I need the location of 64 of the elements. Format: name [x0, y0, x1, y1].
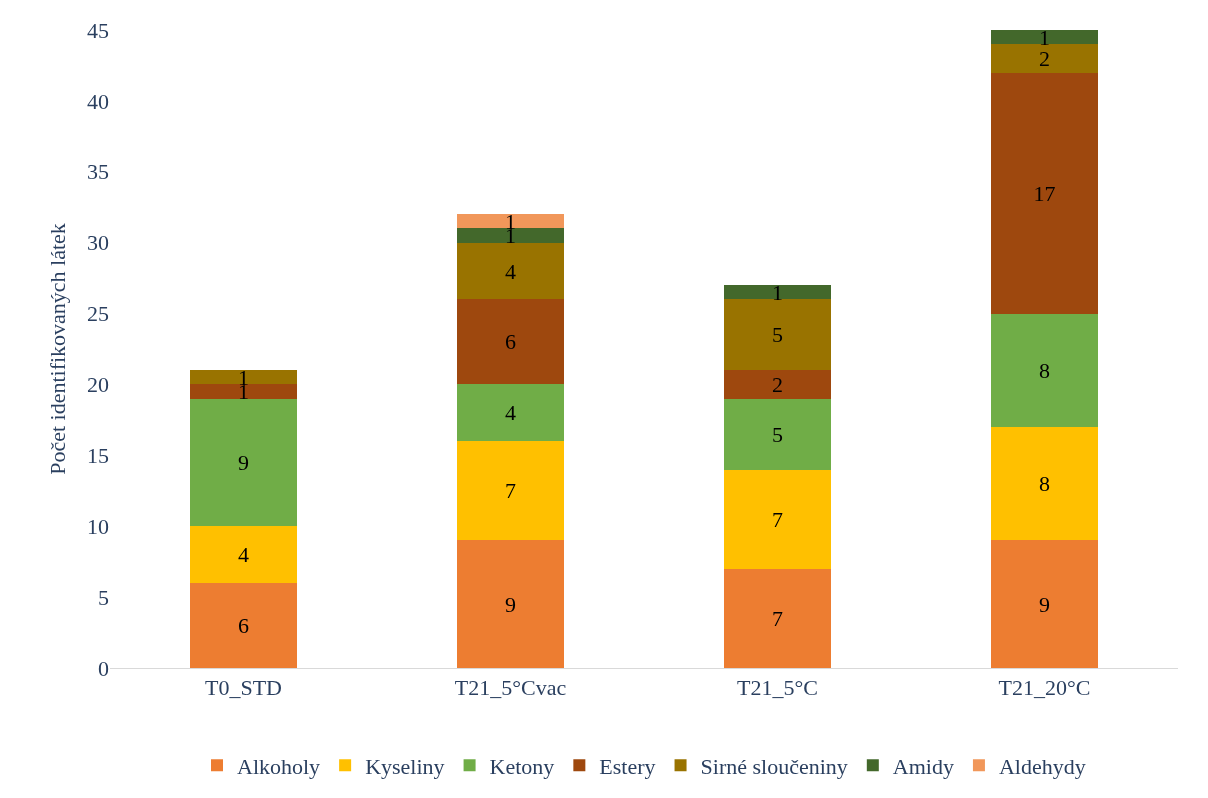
y-tick-label: 15	[87, 443, 109, 469]
data-label: 7	[505, 478, 516, 504]
bar	[457, 299, 564, 385]
y-tick-label: 40	[87, 88, 109, 114]
bar	[724, 398, 831, 470]
legend-label: Ketony	[489, 753, 555, 779]
bar	[190, 384, 297, 399]
legend-label: Alkoholy	[237, 753, 321, 779]
bar	[457, 214, 564, 229]
bar	[724, 285, 831, 300]
data-label: 5	[772, 322, 783, 348]
y-tick-label: 45	[87, 17, 109, 43]
bar	[991, 540, 1098, 668]
data-label: 7	[772, 506, 783, 532]
bar	[991, 30, 1098, 45]
bar	[724, 299, 831, 371]
legend-label: Amidy	[892, 753, 954, 779]
x-tick-label: T21_20°C	[998, 675, 1091, 701]
data-label: 4	[505, 258, 516, 284]
data-label: 17	[1033, 180, 1056, 206]
legend-label: Aldehydy	[998, 753, 1086, 779]
bar	[190, 370, 297, 385]
data-label: 9	[1039, 591, 1050, 617]
y-tick-label: 20	[87, 372, 109, 398]
bar	[991, 72, 1098, 314]
bar	[190, 582, 297, 668]
legend-label: Estery	[599, 753, 656, 779]
bar	[190, 526, 297, 583]
y-tick-label: 35	[87, 159, 109, 185]
data-label: 9	[238, 449, 249, 475]
bar	[457, 441, 564, 541]
bar	[724, 370, 831, 399]
y-tick-label: 10	[87, 513, 109, 539]
y-tick-label: 30	[87, 230, 109, 256]
data-label: 2	[772, 371, 783, 397]
bar	[457, 228, 564, 243]
data-label: 9	[505, 591, 516, 617]
data-label: 4	[505, 400, 516, 426]
x-tick-label: T21_5°Cvac	[454, 675, 567, 701]
data-label: 1	[772, 279, 783, 305]
legend-label: Sirné sloučeniny	[700, 753, 848, 779]
bar	[991, 426, 1098, 541]
data-label: 6	[505, 329, 516, 355]
data-label: 6	[238, 612, 249, 638]
bar	[457, 384, 564, 442]
bar	[457, 242, 564, 300]
data-label: 8	[1039, 357, 1050, 383]
data-label: 7	[772, 605, 783, 631]
x-tick-label: T0_STD	[205, 675, 282, 701]
bar	[991, 44, 1098, 73]
y-axis-title: Počet identifikovaných látek	[44, 223, 70, 475]
y-tick-label: 25	[87, 301, 109, 327]
bar	[724, 469, 831, 569]
y-tick-label: 0	[98, 655, 109, 681]
legend-label: Kyseliny	[365, 753, 445, 779]
data-label: 5	[772, 421, 783, 447]
bar	[991, 313, 1098, 427]
x-tick-label: T21_5°C	[737, 675, 818, 701]
data-label: 4	[238, 542, 249, 568]
y-tick-label: 5	[98, 584, 109, 610]
bar	[190, 398, 297, 527]
bar	[457, 540, 564, 668]
data-label: 8	[1039, 471, 1050, 497]
bar	[724, 568, 831, 668]
